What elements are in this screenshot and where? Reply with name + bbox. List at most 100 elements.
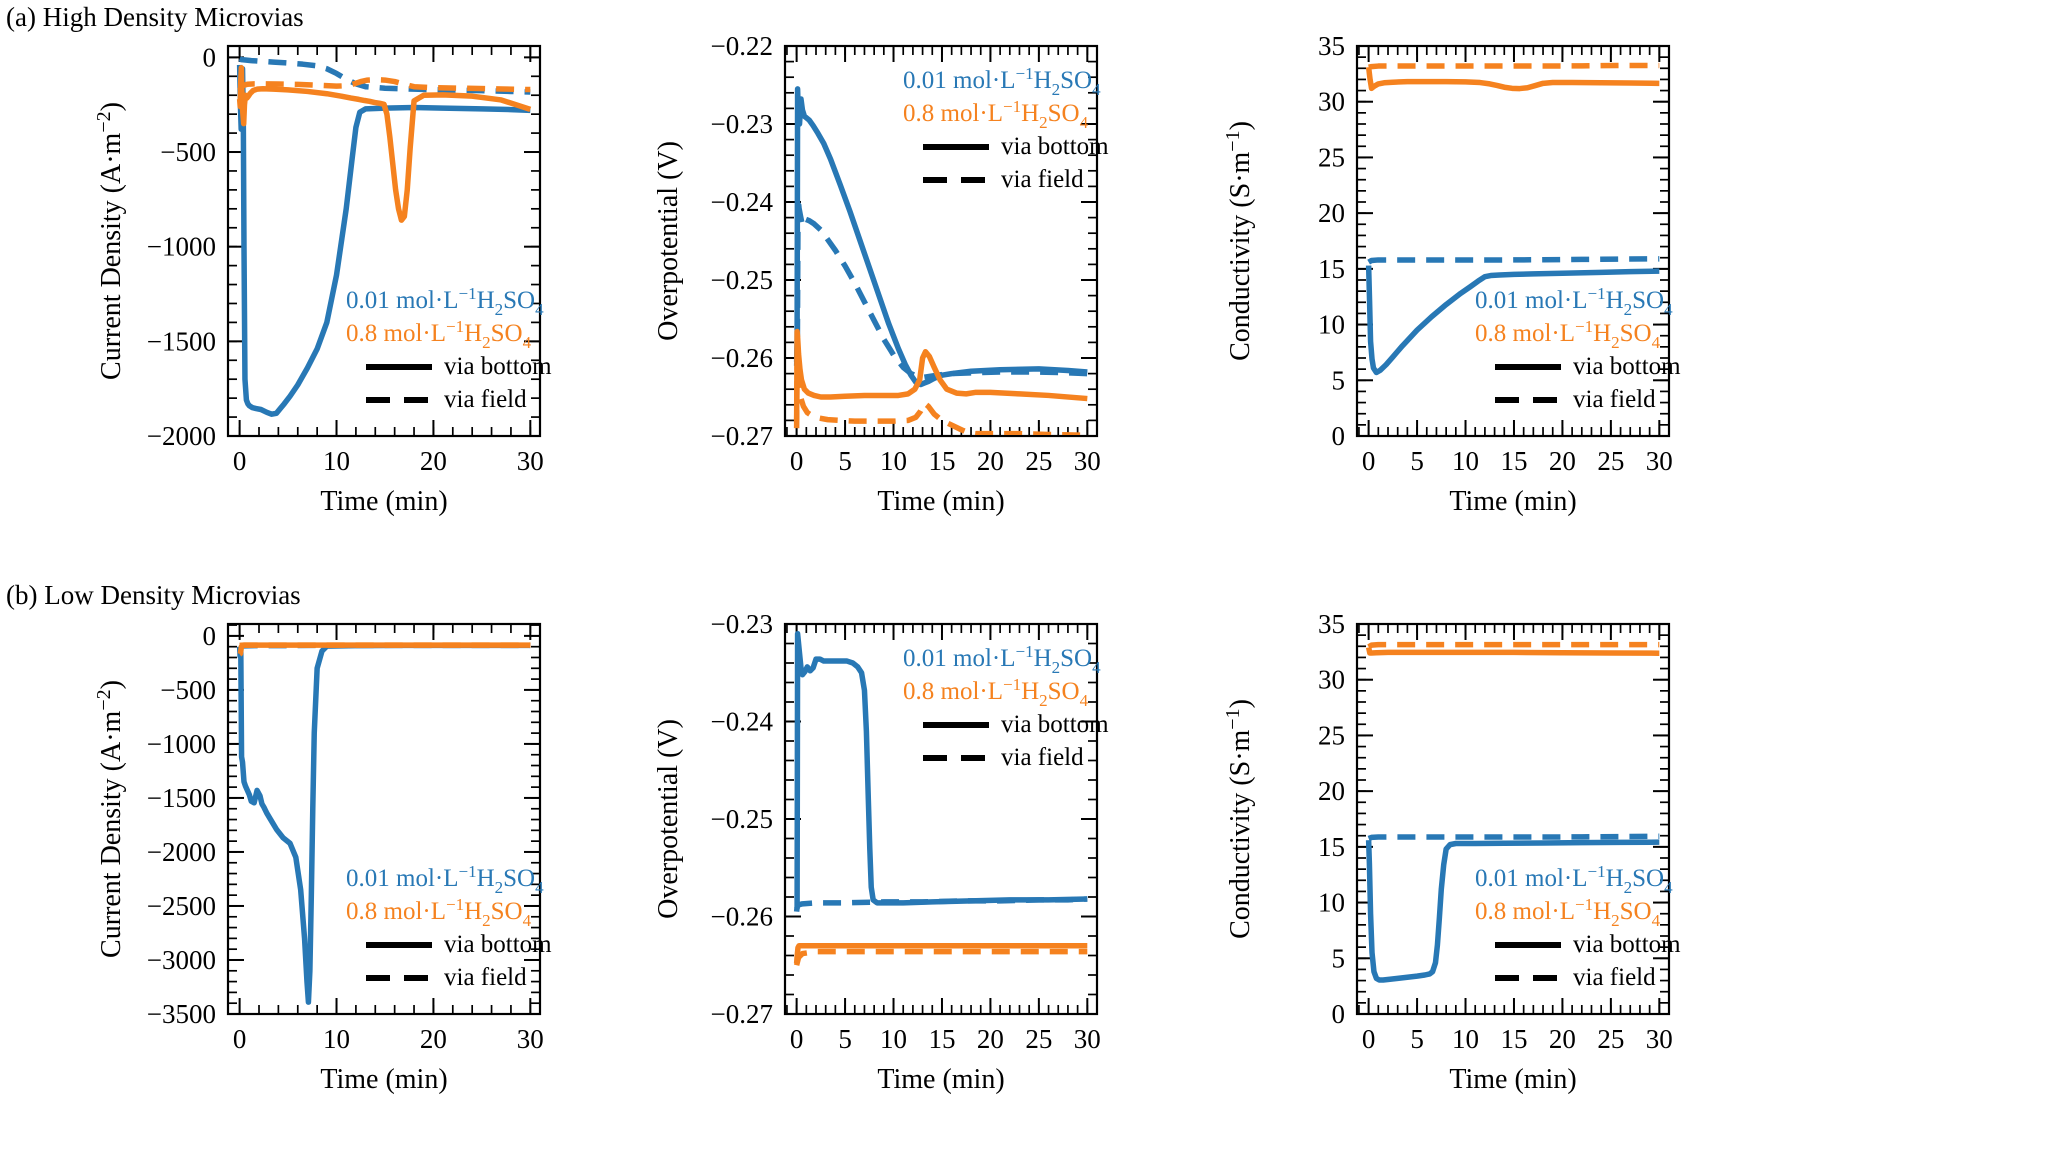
legend-label-concentration: 0.8 mol·L−1H2SO4 [1475,317,1661,352]
x-tick-label: 15 [1500,1024,1527,1054]
chart-b1: 0 10 20 30 0 −500 −1000 −1500 −2000 −2500 −3000 −35… [93,621,552,1095]
legend-label-concentration: 0.01 mol·L−1H2SO4 [346,284,544,319]
legend-label-concentration: 0.01 mol·L−1H2SO4 [903,64,1101,99]
axes-ticks: 0 10 20 30 0 −500 −1000 −1500 −2000 −2500 −3000 −35… [147,621,544,1054]
legend-label-concentration: 0.8 mol·L−1H2SO4 [903,97,1089,132]
y-tick-label: −0.23 [711,609,773,639]
legend-label-via-bottom: via bottom [1573,931,1681,958]
plot-b3: 0 5 10 15 20 25 30 0 5 10 15 20 25 30 35 Time (min) Cond… [1222,606,1687,1111]
x-tick-label: 25 [1025,446,1052,476]
series-line-blue-solid [236,64,531,417]
x-tick-label: 30 [1074,1024,1101,1054]
legend-label-concentration: 0.8 mol·L−1H2SO4 [1475,895,1661,930]
x-tick-label: 0 [1362,1024,1376,1054]
x-tick-label: 20 [977,446,1004,476]
x-tick-label: 10 [323,446,350,476]
axes-ticks: 0 10 20 30 0 −500 −1000 −1500 −2000 [147,42,544,476]
series-line-orange-dashed [1367,641,1660,650]
legend-label-concentration: 0.8 mol·L−1H2SO4 [346,895,532,930]
x-axis-title: Time (min) [1449,1064,1576,1095]
legend-label-via-field: via field [444,964,527,991]
y-axis-title: Current Density (A·m−2) [93,102,127,380]
plot-b1: 0 10 20 30 0 −500 −1000 −1500 −2000 −2500 −3000 −35… [93,606,558,1111]
y-axis-title: Overpotential (V) [653,141,684,341]
y-tick-label: −0.24 [711,707,774,737]
y-tick-label: 5 [1332,365,1346,395]
series-line-orange-solid [236,65,532,223]
series-group [793,86,1088,435]
y-tick-label: 10 [1318,888,1345,918]
panel-row-b: (b) Low Density Microvias 0 10 20 30 0 −500 −1… [0,578,2070,1156]
y-tick-label: 30 [1318,665,1345,695]
y-tick-label: −0.27 [711,421,773,451]
series-line-blue-solid [1365,265,1660,376]
axes-ticks: 0 5 10 15 20 25 30 −0.22 −0.23 −0.24 −0.25 −0.26 −0.… [711,31,1101,476]
panel-row-a: (a) High Density Microvias 0 10 20 30 0 −500 −… [0,0,2070,578]
x-tick-label: 20 [1549,1024,1576,1054]
x-tick-label: 0 [790,1024,804,1054]
y-tick-label: 5 [1332,943,1346,973]
y-tick-label: −0.26 [711,902,773,932]
legend-label-concentration: 0.01 mol·L−1H2SO4 [346,862,544,897]
x-tick-label: 10 [1452,1024,1479,1054]
x-tick-label: 10 [323,1024,350,1054]
series-line-orange-solid [793,943,1088,964]
x-tick-label: 10 [1452,446,1479,476]
series-line-orange-dashed [793,352,1088,435]
legend-label-via-field: via field [1001,166,1084,193]
x-tick-label: 25 [1025,1024,1052,1054]
series-line-blue-solid [793,631,1088,912]
panel-label-a: (a) High Density Microvias [6,2,304,32]
series-line-blue-dashed [793,195,1088,381]
panel-label-b: (b) Low Density Microvias [6,580,301,610]
series-line-orange-solid [1365,646,1660,656]
x-tick-label: 10 [880,1024,907,1054]
y-tick-label: 15 [1318,254,1345,284]
y-tick-label: 30 [1318,87,1345,117]
y-tick-label: −0.26 [711,343,773,373]
plot-a1: 0 10 20 30 0 −500 −1000 −1500 −2000 Time (min) Cur… [93,28,558,533]
y-tick-label: 20 [1318,776,1345,806]
x-tick-label: 10 [880,446,907,476]
y-tick-label: 0 [203,42,217,72]
series-group [236,642,531,1005]
axes-ticks: 0 5 10 15 20 25 30 0 5 10 15 20 25 30 35 [1318,31,1673,476]
chart-a2: 0 5 10 15 20 25 30 −0.22 −0.23 −0.24 −0.25 −0.26 −0.… [653,31,1109,517]
y-tick-label: 0 [203,621,217,651]
legend-label-concentration: 0.8 mol·L−1H2SO4 [346,317,532,352]
y-tick-label: −0.24 [711,187,774,217]
x-tick-label: 30 [517,1024,544,1054]
series-line-orange-dashed [1368,62,1660,70]
y-tick-label: −500 [160,137,216,167]
x-tick-label: 15 [1500,446,1527,476]
legend-label-via-field: via field [444,386,527,413]
series-line-orange-dashed [237,76,531,93]
legend-label-via-bottom: via bottom [1001,133,1109,160]
legend-label-via-field: via field [1001,744,1084,771]
chart-b2: 0 5 10 15 20 25 30 −0.23 −0.24 −0.25 −0.26 −0.27 Tim… [653,609,1109,1095]
series-group [1365,641,1660,983]
y-tick-label: 0 [1332,999,1346,1029]
y-tick-label: −1500 [147,326,216,356]
y-tick-label: −1000 [147,232,216,262]
y-tick-label: 15 [1318,832,1345,862]
chart-a1: 0 10 20 30 0 −500 −1000 −1500 −2000 Time (min) Cur… [93,42,552,517]
x-tick-label: 0 [233,446,247,476]
y-tick-label: −0.22 [711,31,773,61]
y-tick-label: 10 [1318,310,1345,340]
x-tick-label: 30 [1646,446,1673,476]
legend-label-concentration: 0.01 mol·L−1H2SO4 [1475,862,1673,897]
series-line-orange-solid [1365,66,1660,92]
x-tick-label: 20 [420,446,447,476]
legend-label-concentration: 0.01 mol·L−1H2SO4 [903,642,1101,677]
y-tick-label: 25 [1318,142,1345,172]
y-tick-label: 20 [1318,198,1345,228]
x-tick-label: 20 [977,1024,1004,1054]
x-tick-label: 20 [1549,446,1576,476]
legend-label-via-bottom: via bottom [444,353,552,380]
y-tick-label: −1000 [147,729,216,759]
